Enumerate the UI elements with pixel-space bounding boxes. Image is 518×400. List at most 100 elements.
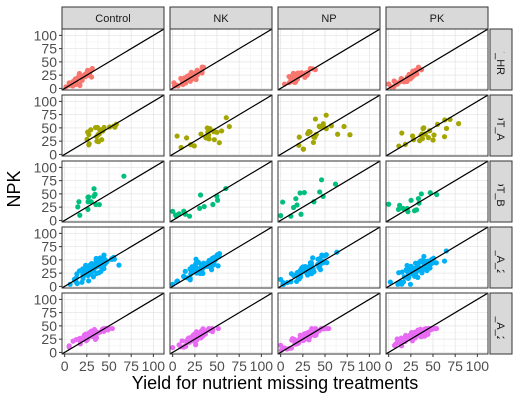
reference-line <box>278 161 380 222</box>
row-strip-not-a: NOT_A_ <box>489 94 513 157</box>
data-point <box>309 325 315 332</box>
facet-panel-np-rm-a-20 <box>277 292 381 355</box>
data-point <box>419 136 426 142</box>
y-tick-label: 100 <box>34 291 58 307</box>
reference-line <box>386 29 488 90</box>
data-point <box>317 189 323 195</box>
facet-panel-control-rm-a-20 <box>61 292 165 355</box>
y-tick-label: 25 <box>41 133 57 149</box>
data-point <box>335 131 341 137</box>
data-point <box>427 190 433 196</box>
data-point <box>408 263 414 269</box>
x-tick-label: 0 <box>277 358 285 374</box>
data-point <box>179 338 185 344</box>
strip-background <box>277 6 381 30</box>
data-point <box>300 146 306 152</box>
panel-border <box>61 160 165 223</box>
data-point <box>215 325 221 332</box>
y-tick-label: 50 <box>41 54 57 70</box>
data-point <box>179 77 185 83</box>
data-point <box>76 199 82 205</box>
reference-line <box>278 293 380 354</box>
y-tick-label: 50 <box>41 318 57 334</box>
reference-line <box>170 293 272 354</box>
panel-border <box>385 226 489 289</box>
strip-background <box>489 292 513 355</box>
data-point <box>415 195 422 202</box>
y-tick-label: 75 <box>41 173 57 189</box>
data-point <box>306 129 312 135</box>
data-point <box>189 268 195 274</box>
panel-border <box>277 226 381 289</box>
data-point <box>185 336 192 342</box>
reference-line <box>386 161 488 222</box>
x-tick-label: 25 <box>403 358 419 374</box>
data-point <box>223 115 229 121</box>
column-strip-label: NK <box>213 13 229 25</box>
data-point <box>207 126 213 132</box>
data-point <box>93 257 99 263</box>
data-point <box>323 112 329 118</box>
reference-line <box>386 95 488 156</box>
data-point <box>395 339 401 345</box>
data-point <box>85 278 92 284</box>
x-tick-label: 100 <box>250 358 274 374</box>
y-tick-label: 25 <box>41 265 57 281</box>
column-strip-label: PK <box>430 13 445 25</box>
data-point <box>101 124 107 131</box>
row-strip-label: NOT_B_ <box>494 170 506 214</box>
reference-line <box>62 29 164 90</box>
data-point <box>93 201 99 208</box>
point-group <box>170 185 229 219</box>
facet-panel-control-ot-hr <box>61 28 165 91</box>
y-tick-label: 50 <box>41 252 57 268</box>
panel-border <box>277 94 381 157</box>
reference-line <box>386 227 488 288</box>
y-tick-label: 0 <box>49 344 57 360</box>
y-tick-label: 75 <box>41 107 57 123</box>
data-point <box>91 193 97 199</box>
strip-background <box>61 6 165 30</box>
point-group <box>386 190 440 215</box>
data-point <box>293 196 299 202</box>
panel-border <box>61 292 165 355</box>
data-point <box>404 333 410 339</box>
data-point <box>318 177 325 183</box>
ticks-layer: 0255075100025507510002550751000255075100… <box>34 27 490 374</box>
data-point <box>409 133 416 139</box>
point-group <box>66 325 115 350</box>
x-tick-label: 0 <box>61 358 69 374</box>
data-point <box>174 133 180 139</box>
panel-border <box>169 94 273 157</box>
reference-line <box>278 227 380 288</box>
data-point <box>116 262 122 268</box>
row-strip-label: NOT_A_ <box>494 104 506 148</box>
data-point <box>441 134 448 140</box>
data-point <box>86 131 92 138</box>
data-point <box>341 123 347 130</box>
facet-panel-control-not-a <box>61 94 165 157</box>
panel-border <box>61 226 165 289</box>
row-strip-label: OT_HR_ <box>494 38 506 82</box>
data-point <box>75 204 81 210</box>
x-tick-label: 0 <box>385 358 393 374</box>
x-tick-label: 50 <box>317 358 333 374</box>
data-point <box>188 69 194 75</box>
data-point <box>296 70 302 76</box>
data-point <box>96 270 102 276</box>
data-point <box>387 279 393 285</box>
data-point <box>170 208 176 214</box>
data-point <box>386 81 392 87</box>
point-group <box>296 112 353 152</box>
data-point <box>415 64 422 70</box>
y-tick-label: 25 <box>41 331 57 347</box>
data-point <box>216 140 222 146</box>
data-point <box>290 204 297 211</box>
data-point <box>193 76 199 83</box>
data-point <box>186 213 193 219</box>
data-point <box>183 135 190 141</box>
data-point <box>397 202 403 208</box>
row-strip-ot-hr: OT_HR_ <box>489 28 513 91</box>
x-tick-label: 50 <box>101 358 117 374</box>
y-tick-label: 25 <box>41 199 57 215</box>
